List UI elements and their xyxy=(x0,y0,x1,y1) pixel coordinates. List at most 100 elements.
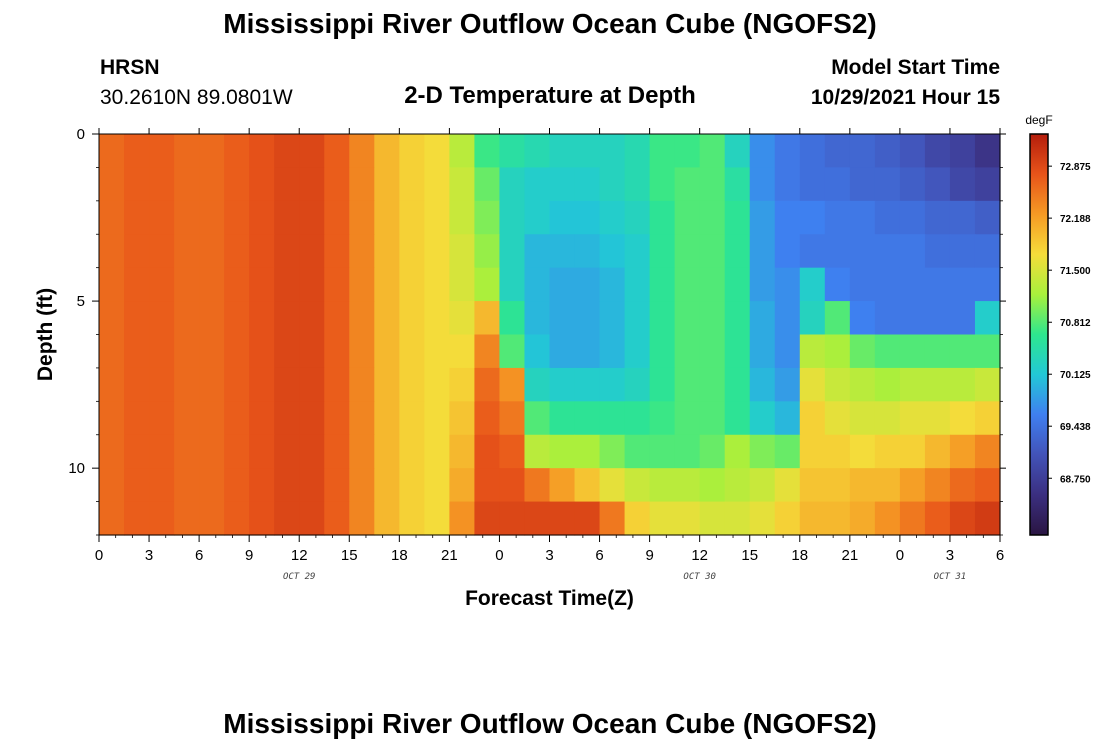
heatmap-cell xyxy=(224,334,250,369)
station-coordinates: 30.2610N 89.0801W xyxy=(100,86,293,109)
colorbar-label: 70.812 xyxy=(1060,318,1091,329)
heatmap-cell xyxy=(949,434,976,469)
heatmap-cell xyxy=(774,200,801,235)
heatmap-cell xyxy=(349,367,375,402)
heatmap-cell xyxy=(199,401,225,436)
y-tick-label: 5 xyxy=(77,293,85,310)
heatmap-cell xyxy=(949,401,976,436)
heatmap-cell xyxy=(549,468,576,503)
heatmap-cell xyxy=(574,334,601,369)
heatmap-cell xyxy=(374,134,400,169)
x-tick-label: 3 xyxy=(545,547,553,564)
heatmap-cell xyxy=(299,401,325,436)
heatmap-cell xyxy=(849,367,876,402)
heatmap-cell xyxy=(349,267,375,302)
heatmap-cell xyxy=(199,267,225,302)
heatmap-cell xyxy=(424,434,450,469)
heatmap-cell xyxy=(249,501,275,536)
heatmap-cell xyxy=(899,334,926,369)
heatmap-cell xyxy=(699,501,726,536)
heatmap-cell xyxy=(874,334,901,369)
heatmap-cell xyxy=(149,200,175,235)
heatmap-cell xyxy=(424,367,450,402)
heatmap-cell xyxy=(674,501,701,536)
heatmap-cell xyxy=(424,234,450,269)
heatmap-cell xyxy=(499,301,526,336)
heatmap-cell xyxy=(149,401,175,436)
heatmap-cell xyxy=(849,200,876,235)
heatmap-cell xyxy=(449,134,476,169)
heatmap-cell xyxy=(549,234,576,269)
heatmap-cell xyxy=(624,501,651,536)
heatmap-cell xyxy=(649,501,676,536)
heatmap-cell xyxy=(524,434,551,469)
x-tick-label: 15 xyxy=(341,547,358,564)
heatmap-cell xyxy=(749,468,776,503)
heatmap-cell xyxy=(824,401,851,436)
heatmap-cell xyxy=(149,134,175,169)
heatmap-cell xyxy=(324,301,350,336)
heatmap-cell xyxy=(574,501,601,536)
heatmap-cell xyxy=(574,167,601,202)
heatmap-cell xyxy=(99,200,125,235)
heatmap-cell xyxy=(799,267,826,302)
heatmap-cell xyxy=(649,334,676,369)
heatmap-cell xyxy=(474,401,501,436)
heatmap-cell xyxy=(474,301,501,336)
heatmap-cell xyxy=(299,301,325,336)
heatmap-cell xyxy=(549,267,576,302)
heatmap-cell xyxy=(724,134,751,169)
heatmap-cell xyxy=(674,401,701,436)
heatmap-cell xyxy=(324,200,350,235)
heatmap-cell xyxy=(624,334,651,369)
heatmap-cell xyxy=(824,468,851,503)
heatmap-cell xyxy=(449,468,476,503)
heatmap-cell xyxy=(149,234,175,269)
heatmap-cell xyxy=(774,134,801,169)
heatmap-cell xyxy=(899,267,926,302)
x-tick-label: 21 xyxy=(441,547,458,564)
heatmap-cell xyxy=(374,267,400,302)
heatmap-cell xyxy=(424,468,450,503)
heatmap-cell xyxy=(299,501,325,536)
heatmap-cell xyxy=(899,301,926,336)
heatmap-cell xyxy=(149,367,175,402)
heatmap-cell xyxy=(99,501,125,536)
heatmap-cell xyxy=(899,234,926,269)
heatmap-cell xyxy=(799,501,826,536)
heatmap-cell xyxy=(874,234,901,269)
heatmap-cell xyxy=(399,134,425,169)
x-tick-label: 15 xyxy=(741,547,758,564)
heatmap-cell xyxy=(424,501,450,536)
heatmap-cell xyxy=(499,401,526,436)
heatmap-cell xyxy=(499,434,526,469)
heatmap-cell xyxy=(774,267,801,302)
heatmap-cell xyxy=(849,501,876,536)
heatmap-cell xyxy=(549,301,576,336)
heatmap-cell xyxy=(224,434,250,469)
heatmap-cell xyxy=(774,334,801,369)
heatmap-cell xyxy=(799,200,826,235)
heatmap-cell xyxy=(899,367,926,402)
heatmap-cell xyxy=(599,401,626,436)
heatmap-cell xyxy=(974,200,1001,235)
heatmap-cell xyxy=(824,367,851,402)
heatmap-cell xyxy=(649,267,676,302)
heatmap-cell xyxy=(374,301,400,336)
day-label: OCT 30 xyxy=(683,572,716,582)
heatmap-cell xyxy=(199,200,225,235)
heatmap-cell xyxy=(699,167,726,202)
heatmap-cell xyxy=(199,134,225,169)
heatmap-cell xyxy=(149,434,175,469)
heatmap-cell xyxy=(424,200,450,235)
colorbar-label: 72.188 xyxy=(1060,214,1091,225)
station-id: HRSN xyxy=(100,56,160,79)
heatmap-cell xyxy=(649,234,676,269)
heatmap-cell xyxy=(674,134,701,169)
heatmap-cell xyxy=(674,200,701,235)
heatmap-cell xyxy=(724,401,751,436)
colorbar-label: 71.500 xyxy=(1060,266,1091,277)
heatmap-cell xyxy=(674,468,701,503)
heatmap-cell xyxy=(799,334,826,369)
heatmap-cell xyxy=(749,267,776,302)
